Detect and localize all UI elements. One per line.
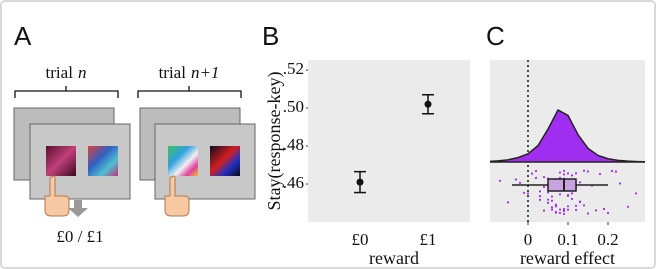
x-tick-label: 0 (524, 230, 533, 249)
panel-label: B (262, 21, 279, 51)
point (543, 209, 545, 211)
point (515, 178, 517, 180)
point (615, 171, 617, 173)
point (499, 180, 501, 182)
point (567, 195, 569, 197)
y-tick-label: .46 (283, 173, 304, 192)
point (575, 205, 577, 207)
point (563, 209, 565, 211)
x-tick-label: 0.1 (557, 230, 578, 249)
point (571, 198, 573, 200)
point (611, 170, 613, 172)
point (547, 199, 549, 201)
point (567, 205, 569, 207)
point (595, 209, 597, 211)
panel-label: C (486, 21, 505, 51)
point (567, 172, 569, 174)
point (587, 170, 589, 172)
point (627, 206, 629, 208)
x-tick-label: £1 (420, 230, 437, 249)
point (527, 192, 529, 194)
point (559, 212, 561, 214)
x-axis-label: reward effect (520, 248, 615, 268)
point (603, 208, 605, 210)
point (543, 176, 545, 178)
point (635, 192, 637, 194)
point (559, 171, 561, 173)
y-tick-label: .52 (283, 59, 304, 78)
point (547, 202, 549, 204)
point (519, 182, 521, 184)
trial-word: trial (159, 63, 187, 82)
stimulus (46, 146, 76, 176)
stimulus (88, 146, 118, 176)
stimulus (168, 146, 198, 176)
point (539, 190, 541, 192)
point (551, 200, 553, 202)
x-tick-label: £0 (352, 230, 369, 249)
point (587, 212, 589, 214)
point (559, 193, 561, 195)
point (507, 201, 509, 203)
point (567, 209, 569, 211)
point (543, 186, 545, 188)
point (583, 170, 585, 172)
point (571, 174, 573, 176)
box (548, 179, 576, 191)
trial-index: n+1 (191, 63, 219, 82)
point (563, 213, 565, 215)
y-tick-label: .50 (283, 97, 304, 116)
point (531, 173, 533, 175)
point (555, 211, 557, 213)
point (575, 172, 577, 174)
point (425, 101, 432, 108)
plot-background (308, 60, 470, 222)
x-axis-label: reward (369, 248, 419, 268)
trial-index: n (78, 63, 87, 82)
point (535, 170, 537, 172)
panel-label: A (14, 21, 32, 51)
point (575, 209, 577, 211)
figure: A trialntrialn+1£0 / £1 B.46.48.50.52Sta… (0, 0, 656, 269)
point (551, 206, 553, 208)
point (551, 195, 553, 197)
trial-word: trial (46, 63, 74, 82)
point (607, 212, 609, 214)
point (583, 204, 585, 206)
point (539, 199, 541, 201)
y-tick-label: .48 (283, 135, 304, 154)
point (619, 182, 621, 184)
point (599, 173, 601, 175)
point (357, 179, 364, 186)
point (555, 205, 557, 207)
point (539, 195, 541, 197)
y-axis-label: Stay(response-key) (264, 72, 285, 211)
point (579, 201, 581, 203)
point (563, 173, 565, 175)
point (551, 209, 553, 211)
point (559, 208, 561, 210)
stimulus (210, 146, 240, 176)
point (579, 181, 581, 183)
point (523, 192, 525, 194)
point (563, 170, 565, 172)
point (535, 177, 537, 179)
outcome-label: £0 / £1 (56, 227, 103, 246)
point (571, 192, 573, 194)
x-tick-label: 0.2 (597, 230, 618, 249)
